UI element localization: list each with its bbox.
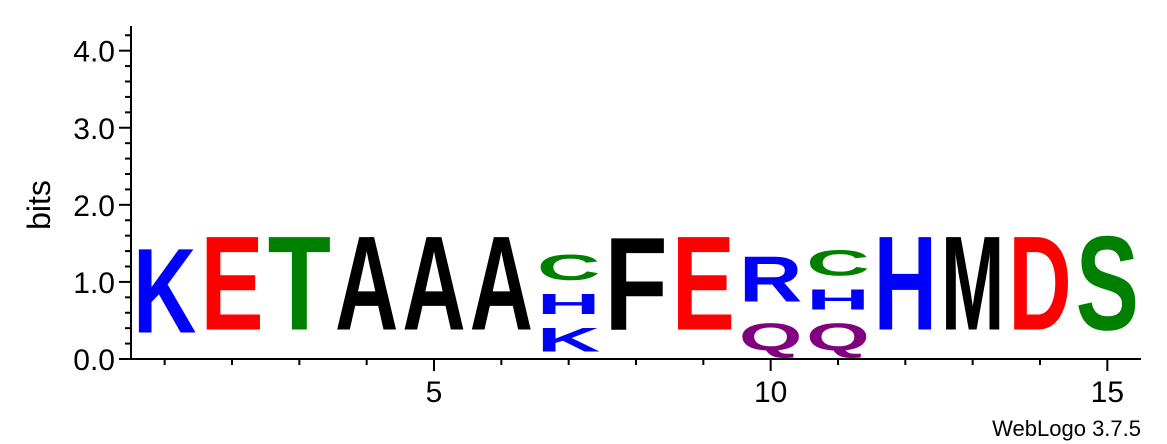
- logo-letter-a: A: [402, 209, 465, 359]
- y-tick-label: 1.0: [73, 267, 115, 300]
- logo-letter-e: E: [672, 208, 735, 358]
- logo-letter-q: Q: [739, 316, 802, 359]
- logo-letter-f: F: [604, 210, 667, 358]
- y-tick-label: 3.0: [73, 113, 115, 146]
- logo-letter-k: K: [133, 225, 196, 359]
- logo-letter-d: D: [1008, 209, 1071, 359]
- x-axis: 5 10 15: [131, 358, 1141, 409]
- logo-letter-h: H: [537, 288, 600, 320]
- logo-letter-t: T: [268, 209, 331, 359]
- x-tick-label: 15: [1091, 376, 1124, 409]
- logo-letter-m: M: [941, 209, 1004, 359]
- logo-letter-h: H: [806, 283, 869, 315]
- logo-letter-h: H: [874, 209, 937, 359]
- logo-letter-q: Q: [806, 316, 869, 359]
- x-tick-label: 5: [426, 376, 443, 409]
- y-axis: 0.0 1.0 2.0 3.0 4.0: [73, 26, 132, 377]
- logo-letter-a: A: [470, 209, 533, 359]
- y-axis-label: bits: [21, 180, 57, 230]
- y-tick-label: 2.0: [73, 190, 115, 223]
- logo-letter-e: E: [200, 208, 263, 358]
- y-tick-label: 4.0: [73, 36, 115, 69]
- weblogo-credit: WebLogo 3.7.5: [992, 416, 1141, 441]
- y-tick-label: 0.0: [73, 344, 115, 377]
- logo-letter-c: C: [537, 248, 600, 288]
- x-tick-label: 10: [754, 376, 787, 409]
- logo-letter-c: C: [806, 244, 869, 284]
- logo-letter-s: S: [1076, 208, 1139, 358]
- logo-letter-a: A: [335, 209, 398, 359]
- logo-letter-r: R: [739, 244, 802, 316]
- logo-letter-k: K: [537, 321, 600, 359]
